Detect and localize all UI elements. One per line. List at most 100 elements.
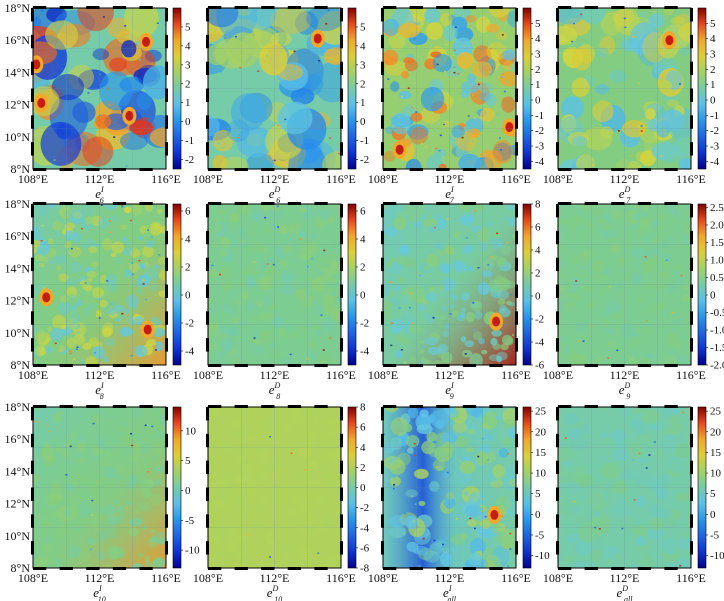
colorbar-tick-label: 25 xyxy=(535,406,547,418)
field-blob xyxy=(463,423,473,430)
field-blob xyxy=(151,454,160,463)
field-blob xyxy=(149,283,159,292)
field-blob xyxy=(278,260,288,267)
field-blob xyxy=(297,326,310,335)
field-blob xyxy=(575,320,588,333)
field-blob xyxy=(500,244,512,256)
frame-segment xyxy=(206,230,209,245)
frame-segment xyxy=(556,8,559,22)
field-blob xyxy=(110,215,119,222)
field-speckle xyxy=(414,454,416,456)
field-blob xyxy=(498,71,516,87)
field-speckle xyxy=(638,452,641,455)
colorbar-tick-label: 2 xyxy=(360,78,366,90)
field-blob xyxy=(102,503,116,517)
frame-segment xyxy=(637,364,652,367)
field-blob xyxy=(390,437,402,451)
hot-spot-core xyxy=(313,33,322,44)
field-speckle xyxy=(272,99,275,101)
field-speckle xyxy=(66,257,69,259)
frame-segment xyxy=(139,202,153,205)
field-blob xyxy=(588,538,606,553)
frame-segment xyxy=(261,567,275,570)
field-blob xyxy=(208,8,239,28)
field-blob xyxy=(278,326,287,336)
field-blob xyxy=(471,204,485,212)
x-tick-label: 116°E xyxy=(326,368,356,382)
frame-segment xyxy=(489,6,503,9)
field-blob xyxy=(426,214,432,218)
frame-segment xyxy=(31,460,34,475)
frame-segment xyxy=(139,567,153,570)
colorbar-gradient xyxy=(697,406,707,569)
field-blob xyxy=(153,479,163,486)
frame-segment xyxy=(208,202,222,205)
frame-segment xyxy=(33,405,47,408)
field-blob xyxy=(423,359,433,365)
field-blob xyxy=(685,204,691,209)
field-speckle xyxy=(464,353,467,355)
field-blob xyxy=(618,257,626,266)
frame-segment xyxy=(31,34,34,49)
frame-segment xyxy=(206,514,209,528)
field-blob xyxy=(112,499,119,504)
field-speckle xyxy=(477,267,480,269)
colorbar-tick-label: 2 xyxy=(360,462,366,474)
field-blob xyxy=(507,478,516,487)
field-blob xyxy=(61,260,72,271)
field-blob xyxy=(461,307,467,313)
field-speckle xyxy=(69,237,72,240)
field-blob xyxy=(467,266,474,273)
frame-segment xyxy=(515,115,518,129)
field-blob xyxy=(62,508,72,518)
field-blob xyxy=(601,267,611,275)
field-blob xyxy=(598,455,609,464)
field-blob xyxy=(395,349,403,359)
frame-segment xyxy=(515,407,518,421)
x-tick-label: 108°E xyxy=(18,172,48,186)
frame-segment xyxy=(383,405,397,408)
field-speckle xyxy=(126,507,128,510)
field-blob xyxy=(85,563,92,568)
field-speckle xyxy=(422,537,425,540)
field-blob xyxy=(647,301,661,317)
field-blob xyxy=(64,241,72,248)
field-blob xyxy=(250,211,264,222)
field-blob xyxy=(648,13,665,28)
field-speckle xyxy=(87,92,90,94)
field-blob xyxy=(306,291,312,298)
field-speckle xyxy=(290,452,293,454)
frame-segment xyxy=(381,514,384,528)
field-speckle xyxy=(411,452,414,455)
frame-segment xyxy=(261,6,275,9)
field-blob xyxy=(51,74,85,101)
field-speckle xyxy=(412,520,415,523)
field-blob xyxy=(674,442,691,459)
x-tick-label: 116°E xyxy=(501,368,531,382)
field-blob xyxy=(419,409,429,418)
heatmap-field xyxy=(208,204,341,365)
frame-segment xyxy=(287,202,302,205)
field-blob xyxy=(103,433,116,444)
field-blob xyxy=(109,57,127,72)
frame-segment xyxy=(690,34,693,49)
field-speckle xyxy=(91,499,94,502)
frame-segment xyxy=(206,311,209,325)
field-speckle xyxy=(387,78,390,80)
field-blob xyxy=(129,262,140,273)
field-blob xyxy=(47,238,54,245)
field-blob xyxy=(90,407,96,413)
field-speckle xyxy=(484,515,487,518)
field-blob xyxy=(657,509,673,519)
field-speckle xyxy=(653,11,656,13)
field-blob xyxy=(632,524,649,536)
field-blob xyxy=(393,285,401,292)
field-speckle xyxy=(459,57,462,60)
field-blob xyxy=(400,437,408,447)
field-blob xyxy=(328,450,340,463)
field-blob xyxy=(329,261,341,274)
field-blob xyxy=(423,218,438,228)
field-speckle xyxy=(109,250,112,253)
heatmap-field xyxy=(383,407,516,568)
